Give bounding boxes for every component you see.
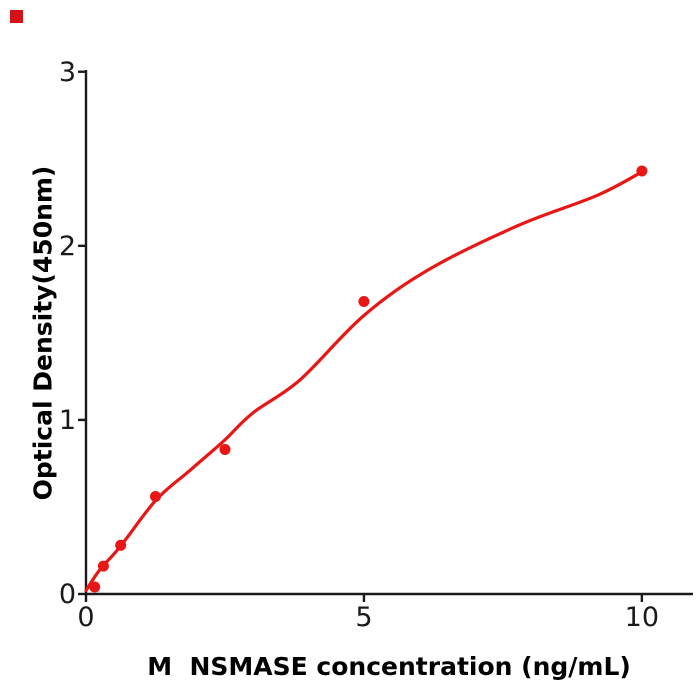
data-point	[150, 491, 161, 502]
red-square-logo	[10, 10, 23, 23]
x-tick-label-0: 0	[77, 602, 95, 633]
data-point	[219, 444, 231, 455]
standard-curve-line	[84, 169, 646, 593]
data-point	[358, 296, 370, 307]
y-tick-label-3: 3	[58, 56, 76, 88]
data-point	[97, 560, 109, 572]
x-tick-label-1: 5	[355, 602, 373, 633]
y-tick-label-0: 0	[58, 579, 76, 610]
x-axis-label: M NSMASE concentration (ng/mL)	[147, 652, 631, 681]
data-points	[89, 165, 648, 593]
data-point	[636, 165, 648, 177]
x-tick-label-2: 10	[624, 602, 660, 633]
y-tick-label-2: 2	[58, 230, 76, 262]
data-point	[115, 539, 127, 551]
x-axis-ticks	[84, 594, 644, 602]
x-axis	[84, 592, 693, 602]
y-tick-label-1: 1	[58, 404, 76, 436]
y-axis-ticks	[78, 70, 86, 596]
data-point	[89, 581, 101, 593]
y-axis-label: Optical Density(450nm)	[28, 165, 58, 501]
y-axis	[78, 70, 88, 596]
